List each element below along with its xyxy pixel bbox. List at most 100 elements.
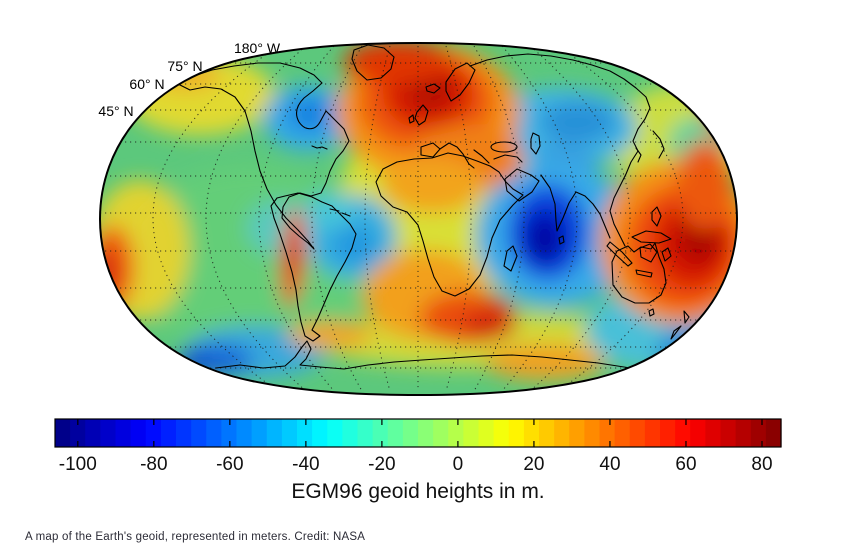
coastline-sri-lanka xyxy=(558,235,565,245)
coastline-sulawesi xyxy=(661,247,672,262)
coastline-arabia xyxy=(504,168,540,202)
coastline-korea xyxy=(635,147,642,163)
colorbar-segment xyxy=(160,419,177,447)
coastline-greenland xyxy=(351,44,395,81)
colorbar-segment xyxy=(765,419,782,447)
coastline-black-sea xyxy=(490,141,518,153)
colorbar-segment xyxy=(614,419,631,447)
colorbar-segment xyxy=(327,419,343,447)
colorbar-segment xyxy=(191,419,207,447)
colorbar-segment xyxy=(251,419,268,447)
colorbar-segment xyxy=(720,419,737,447)
colorbar-tick-label: 80 xyxy=(751,454,772,475)
colorbar-tick-label: 60 xyxy=(675,454,696,475)
colorbar-tick-label: 0 xyxy=(453,454,464,475)
colorbar-segment xyxy=(539,419,555,447)
colorbar-ticks xyxy=(77,419,763,447)
parallel-label-75n: 75° N xyxy=(167,58,202,74)
graticule-meridian xyxy=(473,45,525,392)
colorbar-segments xyxy=(55,419,782,447)
colorbar-tick-label: -40 xyxy=(292,454,319,475)
colorbar-segment xyxy=(493,419,510,447)
coastline-great-lakes xyxy=(311,145,328,150)
colorbar-tick-label: -80 xyxy=(140,454,167,475)
colorbar-segment xyxy=(675,419,691,447)
colorbar-segment xyxy=(448,419,464,447)
map-frame-outline xyxy=(98,41,739,397)
colorbar-segment xyxy=(629,419,646,447)
colorbar-segment xyxy=(312,419,328,447)
coastline-mediterranean xyxy=(439,142,523,169)
colorbar-segment xyxy=(206,419,222,447)
graticule-meridian xyxy=(557,45,684,392)
colorbar-segment xyxy=(599,419,616,447)
colorbar-title: EGM96 geoid heights in m. xyxy=(291,480,544,503)
colorbar-segment xyxy=(130,419,147,447)
colorbar-segment xyxy=(221,419,238,447)
colorbar-segment xyxy=(266,419,283,447)
colorbar-segment xyxy=(115,419,132,447)
colorbar-segment xyxy=(508,419,525,447)
colorbar-segment xyxy=(523,419,540,447)
coastline-borneo xyxy=(639,243,658,263)
colorbar-segment xyxy=(569,419,585,447)
colorbar-segment xyxy=(236,419,253,447)
coastline-iberia xyxy=(420,142,441,158)
colorbar: -100 -80 -60 -40 -20 0 20 40 60 80 EGM96 geoid he… xyxy=(54,418,782,503)
colorbar-frame xyxy=(54,418,782,448)
geoid-field-blobs xyxy=(100,43,737,380)
colorbar-segment xyxy=(297,419,313,447)
coastlines xyxy=(177,44,690,372)
colorbar-tick-label: 40 xyxy=(599,454,620,475)
colorbar-segment xyxy=(357,419,374,447)
colorbar-segment xyxy=(176,419,192,447)
colorbar-segment xyxy=(705,419,722,447)
graticule-meridian xyxy=(501,45,578,392)
meridian-label-180w: 180° W xyxy=(234,40,281,56)
coastline-madagascar xyxy=(503,245,518,272)
coastline-new-zealand xyxy=(670,310,690,340)
colorbar-segment xyxy=(372,419,389,447)
colorbar-segment xyxy=(85,419,101,447)
colorbar-segment xyxy=(387,419,404,447)
graticule-meridian xyxy=(311,45,363,392)
coastline-sumatra xyxy=(606,241,633,267)
colorbar-segment xyxy=(735,419,752,447)
coastline-asia xyxy=(469,53,651,247)
parallel-label-60n: 60° N xyxy=(129,76,164,92)
colorbar-segment xyxy=(145,419,162,447)
coastline-scandinavia xyxy=(445,62,476,102)
graticule-meridian xyxy=(258,45,335,392)
colorbar-segment xyxy=(100,419,117,447)
geoid-world-map: 180° W 75° N 60° N 45° N xyxy=(98,40,739,397)
colorbar-segment xyxy=(584,419,601,447)
graticule-grid xyxy=(100,45,737,392)
coastline-india xyxy=(540,174,611,239)
parallel-label-45n: 45° N xyxy=(98,103,133,119)
coastline-australia xyxy=(611,242,667,304)
colorbar-segment xyxy=(554,419,570,447)
geoid-field xyxy=(100,43,737,395)
coastline-tasmania xyxy=(648,308,655,317)
figure-caption: A map of the Earth's geoid, represented … xyxy=(25,531,366,543)
coastline-iceland xyxy=(425,83,441,94)
coastline-philippines xyxy=(651,206,662,227)
coastline-north-america xyxy=(177,62,350,250)
colorbar-segment xyxy=(644,419,661,447)
colorbar-tick-label: -60 xyxy=(216,454,243,475)
colorbar-tick-labels: -100 -80 -60 -40 -20 0 20 40 60 80 xyxy=(59,454,773,475)
colorbar-segment xyxy=(433,419,449,447)
coastline-caribbean-islands xyxy=(329,208,351,217)
colorbar-segment xyxy=(55,419,71,447)
colorbar-segment xyxy=(690,419,706,447)
colorbar-tick-label: -20 xyxy=(368,454,395,475)
colorbar-segment xyxy=(402,419,419,447)
coastline-java xyxy=(635,269,653,278)
colorbar-segment xyxy=(281,419,298,447)
colorbar-segment xyxy=(478,419,495,447)
coastline-caspian-sea xyxy=(530,132,541,155)
coastline-british-isles xyxy=(408,104,429,126)
colorbar-segment xyxy=(463,419,480,447)
colorbar-segment xyxy=(418,419,434,447)
